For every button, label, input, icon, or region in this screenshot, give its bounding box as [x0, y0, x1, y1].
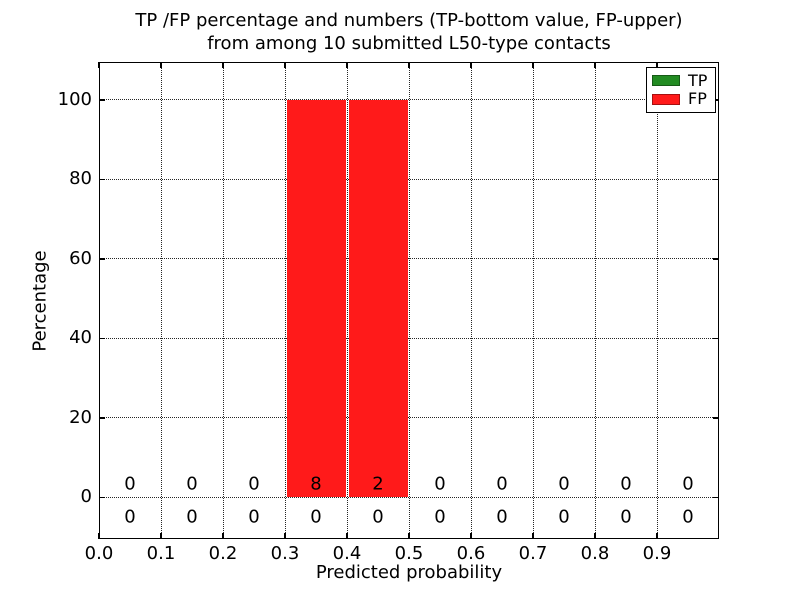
fp-count-label: 0	[682, 473, 694, 495]
fp-count-label: 0	[124, 473, 136, 495]
y-tick-mark	[99, 99, 105, 101]
tp-count-label: 0	[372, 506, 384, 528]
y-tick-mark-right	[713, 417, 719, 419]
legend-label-tp: TP	[688, 70, 708, 90]
gridline-vertical	[222, 62, 224, 539]
gridline-vertical	[160, 62, 162, 539]
x-tick-mark	[594, 533, 596, 539]
legend-entry-fp: FP	[652, 91, 710, 107]
x-tick-mark-top	[222, 62, 224, 68]
y-tick-mark-right	[713, 99, 719, 101]
x-tick-mark-top	[284, 62, 286, 68]
fp-count-label: 2	[372, 473, 384, 495]
y-tick-mark	[99, 258, 105, 260]
gridline-vertical	[532, 62, 534, 539]
x-tick-mark	[470, 533, 472, 539]
x-tick-label: 0.9	[642, 543, 672, 564]
fp-count-label: 0	[620, 473, 632, 495]
tp-count-label: 0	[124, 506, 136, 528]
tp-count-label: 0	[434, 506, 446, 528]
x-tick-mark-top	[98, 62, 100, 68]
x-tick-label: 0.5	[394, 543, 424, 564]
x-tick-label: 0.8	[580, 543, 610, 564]
x-tick-mark	[160, 533, 162, 539]
gridline-horizontal	[99, 258, 719, 260]
legend-swatch-tp	[652, 75, 680, 87]
legend-swatch-fp	[652, 93, 680, 105]
fp-count-label: 0	[496, 473, 508, 495]
plot-area: TP FP 0 0 0 0 0 0 0 0 0 0 0 0 0 8 2 0 0 0 0 0	[98, 62, 719, 539]
chart-title-line1: TP /FP percentage and numbers (TP-bottom…	[135, 10, 683, 31]
y-tick-mark	[99, 337, 105, 339]
legend: TP FP	[646, 67, 716, 113]
fp-count-label: 8	[310, 473, 322, 495]
fp-count-label: 0	[248, 473, 260, 495]
gridline-horizontal	[99, 496, 719, 498]
gridline-horizontal	[99, 99, 719, 101]
chart-title: TP /FP percentage and numbers (TP-bottom…	[99, 9, 719, 55]
x-tick-mark	[284, 533, 286, 539]
x-tick-label: 0.4	[332, 543, 362, 564]
gridline-vertical	[470, 62, 472, 539]
y-tick-mark	[99, 417, 105, 419]
gridline-vertical	[408, 62, 410, 539]
chart-title-line2: from among 10 submitted L50-type contact…	[207, 33, 611, 54]
legend-entry-tp: TP	[652, 70, 710, 90]
y-tick-label: 0	[80, 486, 92, 508]
x-tick-mark-top	[594, 62, 596, 68]
gridline-vertical	[346, 62, 348, 539]
y-tick-label: 60	[69, 247, 92, 269]
tp-count-label: 0	[186, 506, 198, 528]
bar-fp	[348, 99, 408, 498]
fp-count-label: 0	[186, 473, 198, 495]
tp-count-label: 0	[248, 506, 260, 528]
bar-fp	[286, 99, 346, 498]
tp-count-label: 0	[310, 506, 322, 528]
gridline-vertical	[656, 62, 658, 539]
fp-count-label: 0	[558, 473, 570, 495]
x-tick-mark-top	[408, 62, 410, 68]
y-tick-mark-right	[713, 496, 719, 498]
y-tick-label: 40	[69, 327, 92, 349]
x-tick-mark	[532, 533, 534, 539]
x-tick-label: 0.7	[518, 543, 548, 564]
x-tick-mark	[222, 533, 224, 539]
y-tick-mark	[99, 496, 105, 498]
gridline-horizontal	[99, 417, 719, 419]
tp-count-label: 0	[682, 506, 694, 528]
gridline-horizontal	[99, 178, 719, 180]
fp-count-label: 0	[434, 473, 446, 495]
y-tick-label: 100	[57, 88, 92, 110]
x-tick-label: 0.1	[146, 543, 176, 564]
x-tick-mark-top	[656, 62, 658, 68]
x-tick-mark-top	[470, 62, 472, 68]
gridline-horizontal	[99, 337, 719, 339]
tp-count-label: 0	[558, 506, 570, 528]
x-axis-label: Predicted probability	[315, 562, 503, 583]
gridline-vertical	[594, 62, 596, 539]
y-tick-label: 20	[69, 406, 92, 428]
x-tick-mark	[98, 533, 100, 539]
y-tick-mark-right	[713, 337, 719, 339]
x-tick-mark	[346, 533, 348, 539]
tp-count-label: 0	[620, 506, 632, 528]
x-tick-mark-top	[532, 62, 534, 68]
gridline-vertical	[284, 62, 286, 539]
x-tick-label: 0.3	[270, 543, 300, 564]
y-tick-mark-right	[713, 178, 719, 180]
x-tick-mark	[656, 533, 658, 539]
x-tick-mark	[408, 533, 410, 539]
x-tick-mark-top	[346, 62, 348, 68]
x-tick-label: 0.0	[84, 543, 114, 564]
legend-label-fp: FP	[688, 89, 707, 109]
tp-count-label: 0	[496, 506, 508, 528]
x-tick-label: 0.6	[456, 543, 486, 564]
y-tick-label: 80	[69, 168, 92, 190]
x-tick-mark-top	[160, 62, 162, 68]
y-tick-mark	[99, 178, 105, 180]
x-tick-label: 0.2	[208, 543, 238, 564]
y-tick-mark-right	[713, 258, 719, 260]
